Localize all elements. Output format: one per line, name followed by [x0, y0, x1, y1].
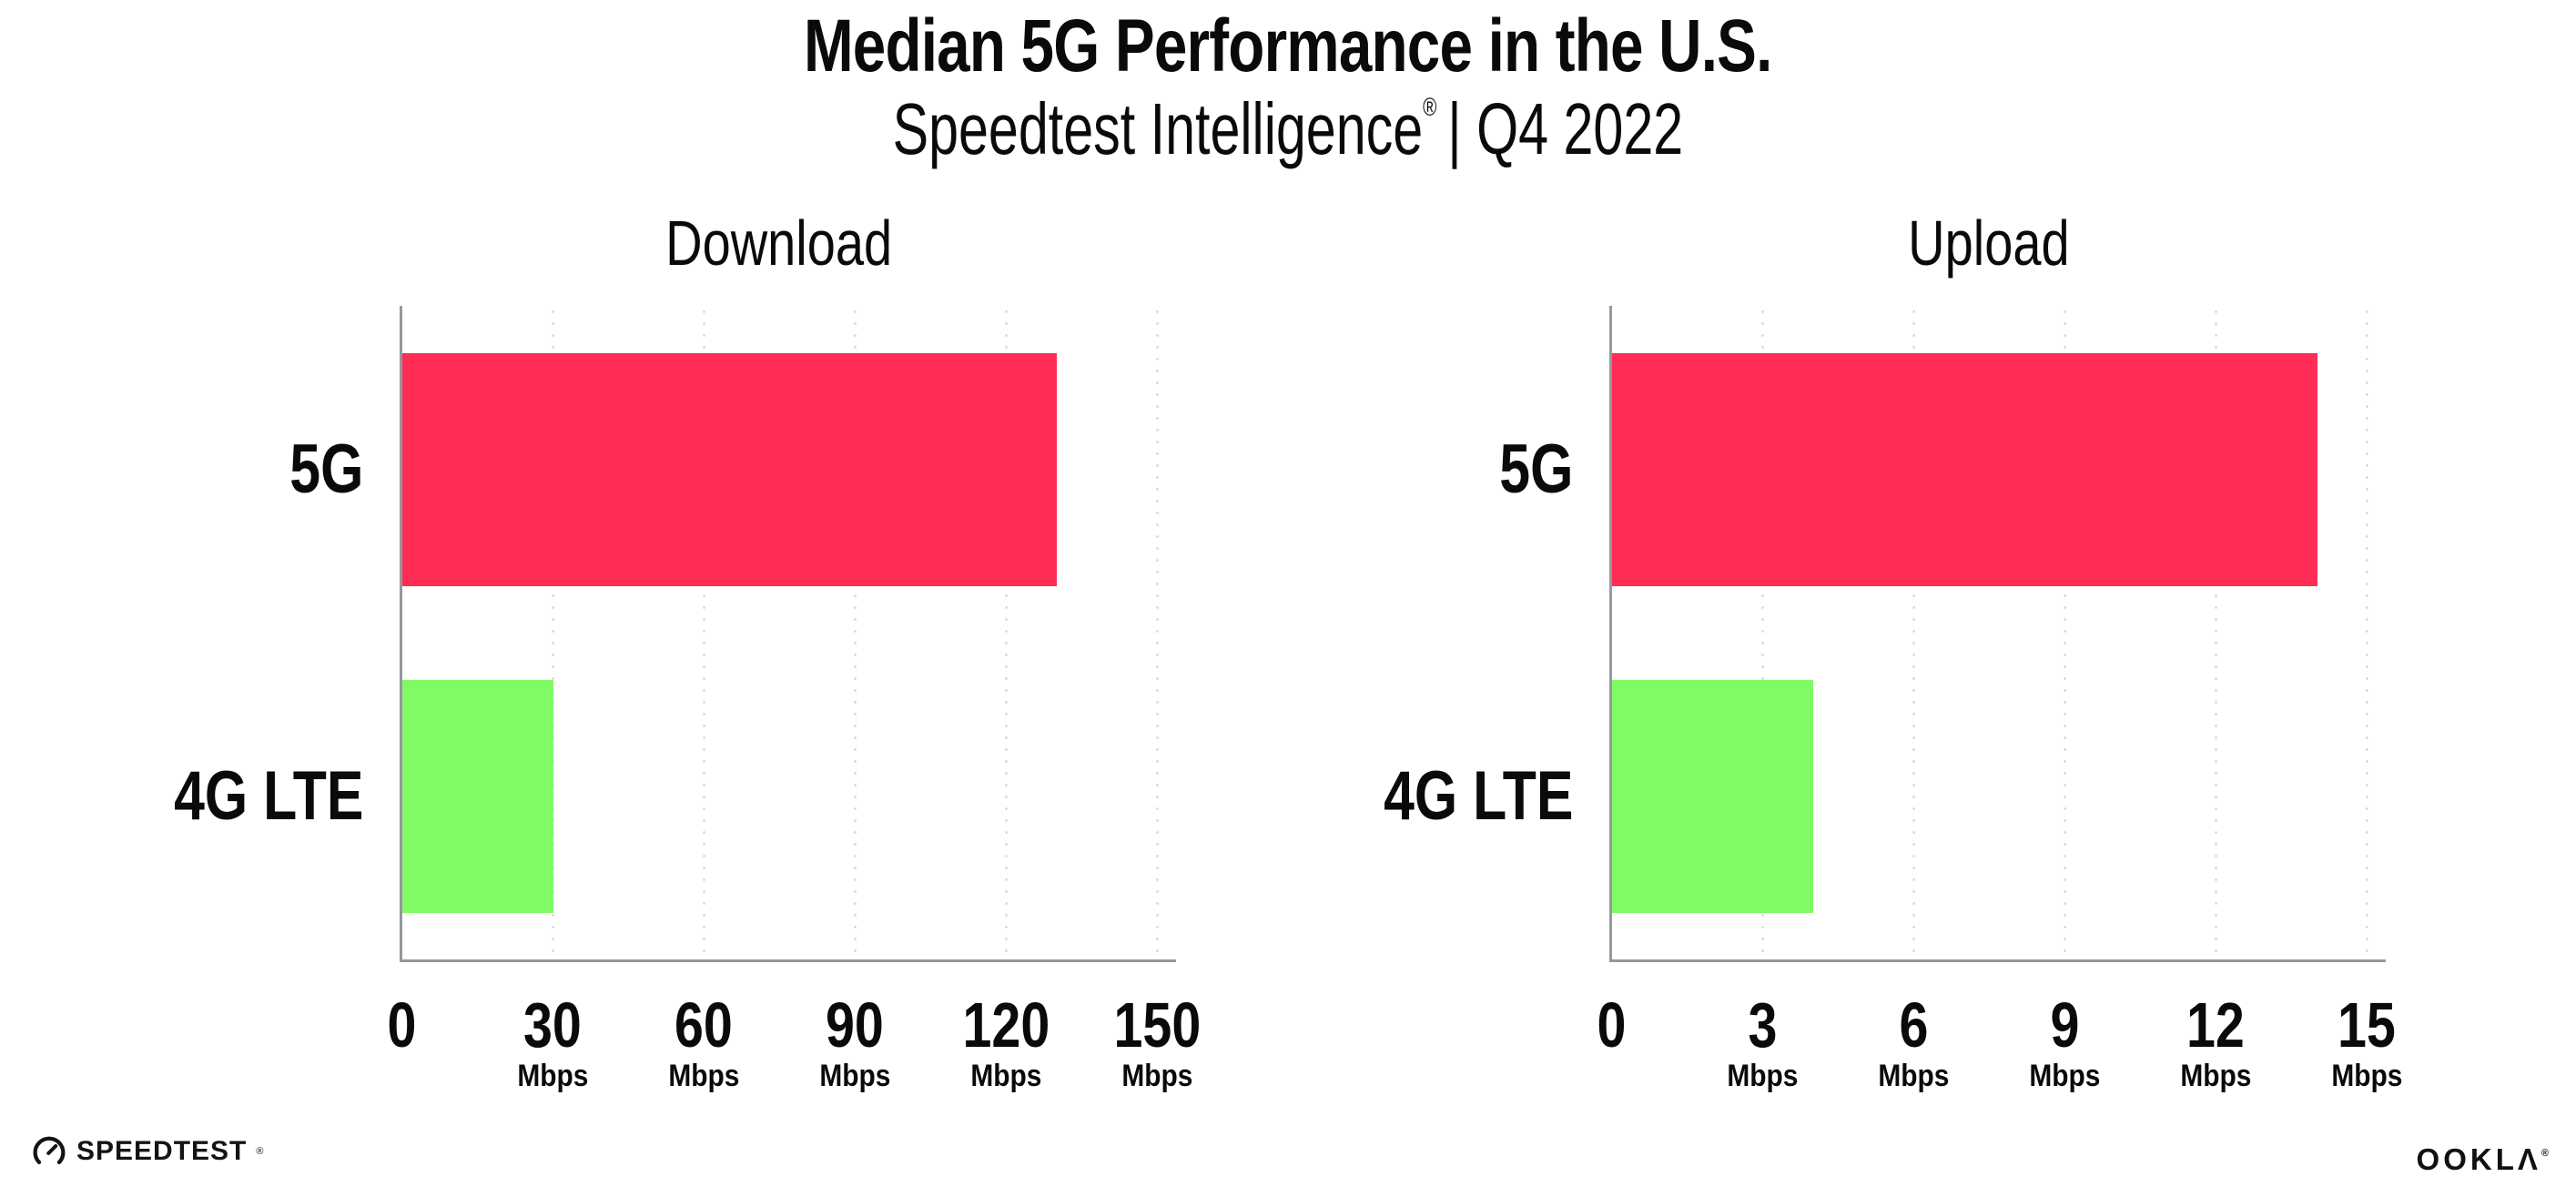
category-label-5g: 5G [289, 431, 363, 508]
x-tick-unit: Mbps [969, 1059, 1042, 1093]
x-tick-value: 12 [2186, 989, 2245, 1060]
gridline [1005, 306, 1008, 959]
upload-chart-title: Upload [1908, 208, 2070, 279]
gridline [2064, 306, 2066, 959]
registered-mark: ® [1423, 93, 1437, 122]
x-tick-value: 3 [1748, 989, 1777, 1060]
category-label-4g-lte: 4G LTE [1383, 757, 1573, 835]
x-tick-unit: Mbps [1121, 1059, 1193, 1093]
gridline [1156, 306, 1159, 959]
subtitle-period: | Q4 2022 [1447, 88, 1684, 170]
x-tick-0: 0 [1511, 989, 1711, 1060]
speedtest-logo-text: SPEEDTEST [76, 1136, 248, 1166]
speedtest-logo: SPEEDTEST ® [31, 1133, 263, 1170]
download-chart-title: Download [665, 208, 893, 279]
gridline [2215, 306, 2217, 959]
bar-5g [1612, 353, 2317, 586]
x-tick-30: 30 Mbps [452, 989, 653, 1093]
gridline [2366, 306, 2368, 959]
speedtest-registered-mark: ® [256, 1146, 264, 1157]
x-tick-unit: Mbps [2028, 1059, 2101, 1093]
x-tick-0: 0 [301, 989, 502, 1060]
upload-plot-area [1609, 306, 2386, 962]
x-tick-value: 9 [2050, 989, 2079, 1060]
gridline [1912, 306, 1915, 959]
x-axis-line [1609, 959, 2386, 962]
x-tick-unit: Mbps [2179, 1059, 2252, 1093]
x-tick-unit: Mbps [818, 1059, 891, 1093]
x-tick-value: 120 [962, 989, 1050, 1060]
x-tick-60: 60 Mbps [603, 989, 804, 1093]
download-plot-area [400, 306, 1176, 962]
bar-4g-lte [402, 680, 553, 913]
x-tick-3: 3 Mbps [1662, 989, 1862, 1093]
ookla-logo: OOKLΛ® [2417, 1138, 2549, 1175]
x-tick-unit: Mbps [2330, 1059, 2403, 1093]
gridline [1761, 306, 1764, 959]
x-tick-value: 60 [674, 989, 733, 1060]
x-tick-120: 120 Mbps [906, 989, 1106, 1093]
download-x-ticks: 0 30 Mbps 60 Mbps 90 Mbps 120 Mbps 150 Mbps [387, 989, 1201, 1103]
y-axis-line [1609, 306, 1612, 962]
x-tick-150: 150 Mbps [1057, 989, 1257, 1093]
x-tick-value: 0 [387, 989, 416, 1060]
page-title: Median 5G Performance in the U.S. [804, 5, 1772, 87]
gridline [703, 306, 705, 959]
upload-x-ticks: 0 3 Mbps 6 Mbps 9 Mbps 12 Mbps 15 Mbps [1597, 989, 2402, 1103]
gridline [552, 306, 554, 959]
header: Median 5G Performance in the U.S. Speedt… [0, 7, 2576, 167]
ookla-logo-text: OOKLΛ [2416, 1142, 2541, 1176]
subtitle-product: Speedtest Intelligence [892, 88, 1424, 170]
x-tick-value: 90 [826, 989, 884, 1060]
x-tick-value: 30 [523, 989, 582, 1060]
x-tick-unit: Mbps [1726, 1059, 1799, 1093]
x-tick-value: 150 [1113, 989, 1201, 1060]
category-label-4g-lte: 4G LTE [173, 757, 363, 835]
download-chart: Download 0 30 Mbps 60 Mbps 90 Mbps 120 Mbps 150 Mb… [174, 211, 1201, 1092]
ookla-registered-mark: ® [2541, 1148, 2549, 1159]
gridline [854, 306, 857, 959]
page-subtitle: Speedtest Intelligence® | Q4 2022 [0, 92, 2576, 167]
x-tick-unit: Mbps [667, 1059, 740, 1093]
speedtest-gauge-icon [33, 1136, 66, 1164]
x-tick-9: 9 Mbps [1964, 989, 2165, 1093]
x-tick-12: 12 Mbps [2115, 989, 2316, 1093]
x-tick-90: 90 Mbps [755, 989, 955, 1093]
y-axis-line [400, 306, 402, 962]
x-axis-line [400, 959, 1176, 962]
category-label-5g: 5G [1498, 431, 1573, 508]
bar-5g [402, 353, 1058, 586]
x-tick-unit: Mbps [516, 1059, 589, 1093]
x-tick-6: 6 Mbps [1813, 989, 2013, 1093]
x-tick-unit: Mbps [1877, 1059, 1950, 1093]
x-tick-value: 0 [1597, 989, 1626, 1060]
upload-chart: Upload 0 3 Mbps 6 Mbps 9 Mbps 12 Mbps 15 Mbps 5G 4G… [1384, 211, 2402, 1092]
x-tick-value: 15 [2338, 989, 2396, 1060]
x-tick-value: 6 [1899, 989, 1928, 1060]
x-tick-15: 15 Mbps [2267, 989, 2467, 1093]
bar-4g-lte [1612, 680, 1814, 913]
